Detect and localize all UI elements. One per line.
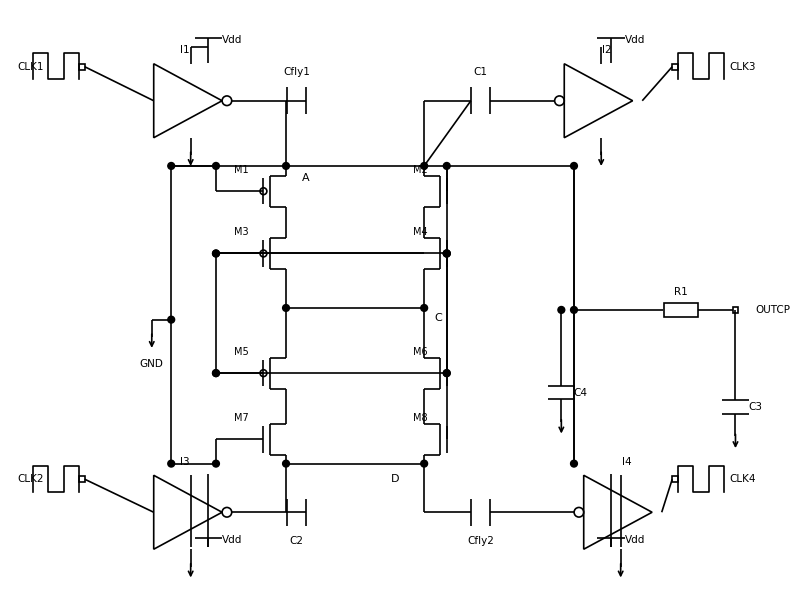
Text: Vdd: Vdd xyxy=(625,536,645,546)
Text: Vdd: Vdd xyxy=(222,536,243,546)
Circle shape xyxy=(443,250,450,257)
Circle shape xyxy=(443,370,450,376)
Text: C: C xyxy=(434,313,441,322)
Circle shape xyxy=(443,250,450,257)
Circle shape xyxy=(443,250,450,257)
Circle shape xyxy=(443,162,450,169)
Circle shape xyxy=(168,162,175,169)
Text: M2: M2 xyxy=(413,165,428,175)
Text: I2: I2 xyxy=(602,45,612,55)
Circle shape xyxy=(421,305,428,311)
Text: C4: C4 xyxy=(573,387,588,398)
Text: CLK1: CLK1 xyxy=(17,62,44,72)
Bar xyxy=(664,303,698,317)
Text: CLK4: CLK4 xyxy=(729,474,756,484)
Bar xyxy=(672,64,678,70)
Circle shape xyxy=(282,162,290,169)
Text: D: D xyxy=(391,474,399,484)
Bar xyxy=(79,476,85,482)
Circle shape xyxy=(570,306,577,313)
Circle shape xyxy=(443,370,450,376)
Circle shape xyxy=(213,370,219,376)
Circle shape xyxy=(282,460,290,467)
Text: M6: M6 xyxy=(413,347,428,357)
Text: M4: M4 xyxy=(413,227,428,237)
Text: Cfly2: Cfly2 xyxy=(467,536,494,546)
Bar xyxy=(672,476,678,482)
Bar xyxy=(79,64,85,70)
Text: I1: I1 xyxy=(180,45,190,55)
Text: I3: I3 xyxy=(180,457,190,466)
Text: M8: M8 xyxy=(413,413,428,423)
Text: Vdd: Vdd xyxy=(625,36,645,45)
Circle shape xyxy=(213,250,219,257)
Text: GND: GND xyxy=(140,359,164,370)
Text: A: A xyxy=(301,173,309,183)
Circle shape xyxy=(421,460,428,467)
Text: C1: C1 xyxy=(474,67,487,77)
Circle shape xyxy=(213,162,219,169)
Text: M1: M1 xyxy=(234,165,248,175)
Circle shape xyxy=(570,460,577,467)
Text: OUTCP: OUTCP xyxy=(755,305,790,315)
Text: M5: M5 xyxy=(234,347,248,357)
Text: CLK2: CLK2 xyxy=(17,474,44,484)
Text: Cfly1: Cfly1 xyxy=(283,67,310,77)
Circle shape xyxy=(558,306,565,313)
Circle shape xyxy=(282,305,290,311)
Circle shape xyxy=(168,460,175,467)
Text: I4: I4 xyxy=(622,457,631,466)
Bar xyxy=(732,307,738,313)
Circle shape xyxy=(570,162,577,169)
Circle shape xyxy=(168,316,175,323)
Circle shape xyxy=(213,250,219,257)
Text: C3: C3 xyxy=(748,402,762,412)
Circle shape xyxy=(213,370,219,376)
Circle shape xyxy=(421,162,428,169)
Text: M7: M7 xyxy=(234,413,248,423)
Circle shape xyxy=(213,460,219,467)
Text: CLK3: CLK3 xyxy=(729,62,756,72)
Text: C2: C2 xyxy=(290,536,304,546)
Text: R1: R1 xyxy=(674,287,688,297)
Text: Vdd: Vdd xyxy=(222,36,243,45)
Text: M3: M3 xyxy=(234,227,248,237)
